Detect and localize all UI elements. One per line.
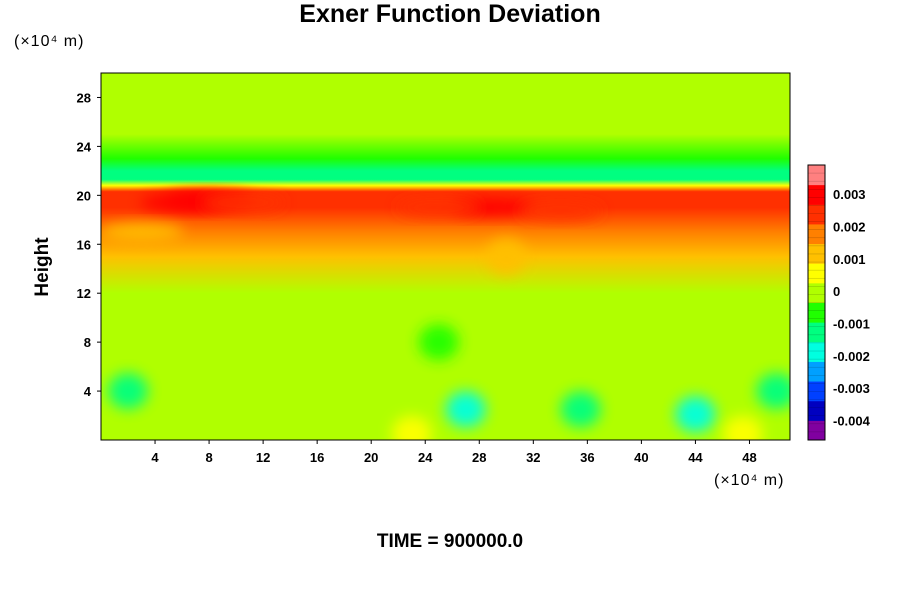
colorbar-segment <box>808 243 825 264</box>
field-feature-13 <box>722 415 763 440</box>
y-tick-label: 16 <box>77 237 91 252</box>
x-tick-label: 44 <box>688 450 703 465</box>
x-tick-label: 24 <box>418 450 433 465</box>
y-tick-label: 20 <box>77 188 91 203</box>
y-tick-label: 28 <box>77 90 91 105</box>
colorbar-segment <box>808 341 825 362</box>
x-tick-label: 48 <box>742 450 756 465</box>
field-feature-10 <box>756 373 790 410</box>
field-feature-14 <box>101 223 184 242</box>
time-label: TIME = 900000.0 <box>376 531 524 552</box>
field-feature-15 <box>486 238 527 275</box>
colorbar: 0.003 0.002 0.001 0 -0.001 -0.002 -0.003 -0.004 <box>807 164 871 441</box>
colorbar-segment <box>808 302 825 323</box>
colorbar-segment <box>808 282 825 303</box>
colorbar-segment <box>808 400 825 421</box>
field-feature-2 <box>200 193 285 212</box>
colorbar-segment <box>808 420 825 441</box>
y-tick-label: 8 <box>84 335 91 350</box>
colorbar-segment <box>808 361 825 382</box>
x-tick-label: 36 <box>580 450 594 465</box>
y-tick-label: 4 <box>84 384 92 399</box>
x-tick-label: 32 <box>526 450 540 465</box>
colorbar-tick-label: 0.002 <box>833 219 866 234</box>
colorbar-segment <box>808 204 825 225</box>
x-tick-label: 28 <box>472 450 486 465</box>
colorbar-segment <box>808 223 825 245</box>
colorbar-tick-label: 0 <box>833 284 840 299</box>
field-feature-6 <box>445 391 486 428</box>
field-feature-7 <box>560 391 601 428</box>
x-tick-label: 20 <box>364 450 378 465</box>
field-feature-4 <box>518 202 603 221</box>
colorbar-tick-label: -0.004 <box>833 414 871 429</box>
colorbar-tick-label: -0.003 <box>833 381 870 396</box>
x-tick-label: 40 <box>634 450 648 465</box>
field-feature-9 <box>108 373 149 410</box>
field-feature-8 <box>675 396 716 433</box>
colorbar-tick-label: 0.001 <box>833 252 866 267</box>
x-tick-label: 8 <box>205 450 212 465</box>
field-background <box>101 73 790 440</box>
chart-title: Exner Function Deviation <box>299 0 601 28</box>
plot-area <box>101 73 790 440</box>
field-feature-5 <box>396 198 481 217</box>
y-tick-label: 12 <box>77 286 91 301</box>
colorbar-segment <box>808 165 825 186</box>
x-tick-label: 16 <box>310 450 324 465</box>
field-feature-12 <box>391 415 432 440</box>
colorbar-segment <box>808 381 825 402</box>
y-tick-label: 24 <box>77 139 92 154</box>
plot-frame <box>100 72 791 441</box>
x-axis-unit: (×10⁴ m) <box>714 472 785 489</box>
colorbar-tick-label: -0.002 <box>833 349 870 364</box>
colorbar-segment <box>808 263 825 284</box>
field-features <box>101 191 790 440</box>
y-axis-unit: (×10⁴ m) <box>14 33 85 50</box>
colorbar-tick-label: 0.003 <box>833 187 866 202</box>
field-feature-1 <box>140 193 225 212</box>
x-tick-label: 12 <box>256 450 270 465</box>
x-tick-label: 4 <box>151 450 159 465</box>
colorbar-tick-label: -0.001 <box>833 317 870 332</box>
colorbar-segment <box>808 322 825 343</box>
field-feature-11 <box>418 324 459 361</box>
colorbar-frame <box>807 164 826 441</box>
colorbar-segment <box>808 184 825 205</box>
